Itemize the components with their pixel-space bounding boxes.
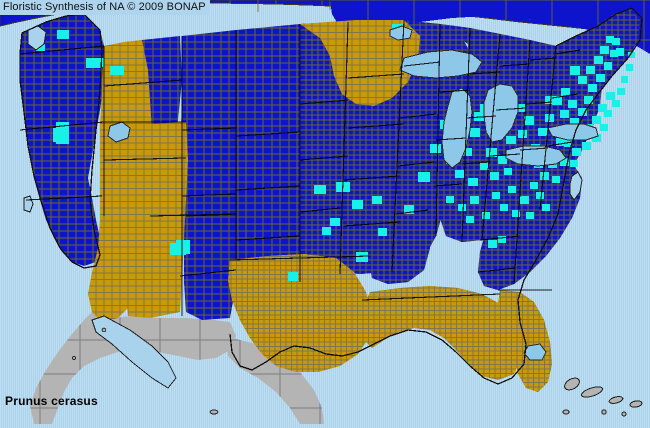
- coastal-water-bodies: [23, 25, 583, 389]
- offshore-islands: [71, 327, 643, 417]
- species-name-label: Prunus cerasus: [5, 394, 98, 408]
- credit-banner-text: Floristic Synthesis of NA © 2009 BONAP: [3, 1, 206, 13]
- great-lakes: [107, 25, 599, 361]
- state-boundaries: [19, 19, 581, 316]
- credit-banner: Floristic Synthesis of NA © 2009 BONAP: [0, 0, 210, 15]
- canada-ontario-quebec: [330, 0, 650, 54]
